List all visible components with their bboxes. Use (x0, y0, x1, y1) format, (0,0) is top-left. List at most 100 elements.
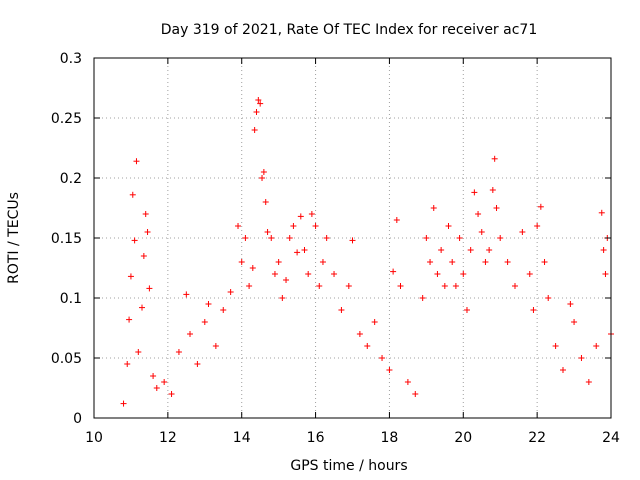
data-point (139, 304, 146, 311)
data-point (463, 307, 470, 313)
data-point (491, 155, 498, 162)
data-point (323, 235, 330, 241)
data-point (427, 259, 434, 265)
data-point (434, 271, 441, 277)
data-point (497, 235, 504, 241)
data-point (220, 307, 227, 313)
points-layer (120, 97, 614, 407)
data-point (602, 271, 609, 277)
data-point (598, 209, 605, 216)
data-point (438, 247, 445, 253)
data-point (331, 271, 338, 277)
data-point (430, 205, 437, 211)
data-point (305, 271, 312, 277)
data-point (129, 191, 136, 198)
data-point (552, 343, 559, 349)
data-point (140, 253, 147, 259)
data-point (423, 235, 430, 241)
x-tick-label: 24 (602, 430, 620, 446)
data-point (441, 283, 448, 289)
x-tick-label: 14 (233, 430, 251, 446)
data-point (349, 237, 356, 244)
data-point (144, 229, 151, 235)
data-point (452, 283, 459, 289)
data-point (338, 307, 345, 313)
data-point (257, 100, 264, 107)
x-tick-label: 20 (454, 430, 472, 446)
data-point (238, 259, 245, 265)
data-point (286, 235, 293, 241)
data-point (371, 319, 378, 325)
data-point (312, 223, 319, 229)
data-point (526, 271, 533, 277)
data-point (259, 175, 266, 181)
data-point (537, 203, 544, 210)
data-point (142, 211, 149, 217)
y-tick-label: 0.2 (60, 171, 82, 187)
data-point (504, 259, 511, 265)
data-point (150, 373, 157, 379)
data-point (246, 283, 253, 289)
data-point (297, 213, 304, 220)
data-point (126, 316, 133, 323)
data-point (356, 331, 363, 337)
data-point (283, 277, 290, 283)
data-point (393, 217, 400, 223)
data-point (275, 259, 282, 265)
data-point (545, 295, 552, 301)
x-axis-title: GPS time / hours (290, 458, 407, 474)
data-point (486, 247, 493, 253)
data-point (478, 229, 485, 235)
y-axis-title: ROTI / TECUs (6, 192, 22, 284)
data-point (301, 247, 308, 253)
data-point (600, 247, 607, 253)
data-point (271, 271, 278, 277)
data-point (482, 259, 489, 265)
data-point (456, 235, 463, 241)
data-point (445, 223, 452, 229)
data-point (419, 295, 426, 301)
data-point (255, 97, 262, 103)
data-point (194, 361, 201, 367)
data-point (161, 379, 168, 385)
chart-title: Day 319 of 2021, Rate Of TEC Index for r… (161, 22, 537, 38)
data-point (471, 189, 478, 196)
data-point (390, 268, 397, 275)
data-point (379, 355, 386, 361)
data-point (131, 237, 138, 244)
data-point (251, 127, 258, 133)
data-point (212, 343, 219, 349)
grid-layer (94, 58, 611, 418)
data-point (511, 283, 518, 289)
data-point (364, 343, 371, 349)
data-point (460, 271, 467, 277)
data-point (127, 273, 134, 280)
x-tick-label: 16 (307, 430, 325, 446)
data-point (253, 109, 260, 115)
y-tick-label: 0.1 (60, 291, 82, 307)
labels-layer: 10 12 14 16 18 20 22 24 0 0.05 0.1 0.15 0.2 0.25 0.3 (51, 51, 620, 446)
data-point (294, 249, 301, 256)
x-tick-label: 22 (528, 430, 546, 446)
data-point (571, 319, 578, 325)
data-point (279, 295, 286, 301)
data-point (146, 285, 153, 292)
data-point (489, 187, 496, 193)
data-point (308, 211, 315, 217)
y-tick-label: 0.3 (60, 51, 82, 67)
data-point (585, 379, 592, 385)
data-point (227, 289, 234, 295)
data-point (397, 283, 404, 289)
data-point (249, 265, 256, 271)
data-point (133, 158, 140, 165)
data-point (493, 205, 500, 211)
data-point (319, 259, 326, 265)
data-point (260, 169, 267, 175)
x-tick-label: 12 (159, 430, 177, 446)
data-point (316, 283, 323, 289)
data-point (534, 223, 541, 229)
data-point (567, 301, 574, 307)
x-tick-label: 10 (85, 430, 103, 446)
ticks-layer (93, 57, 612, 419)
